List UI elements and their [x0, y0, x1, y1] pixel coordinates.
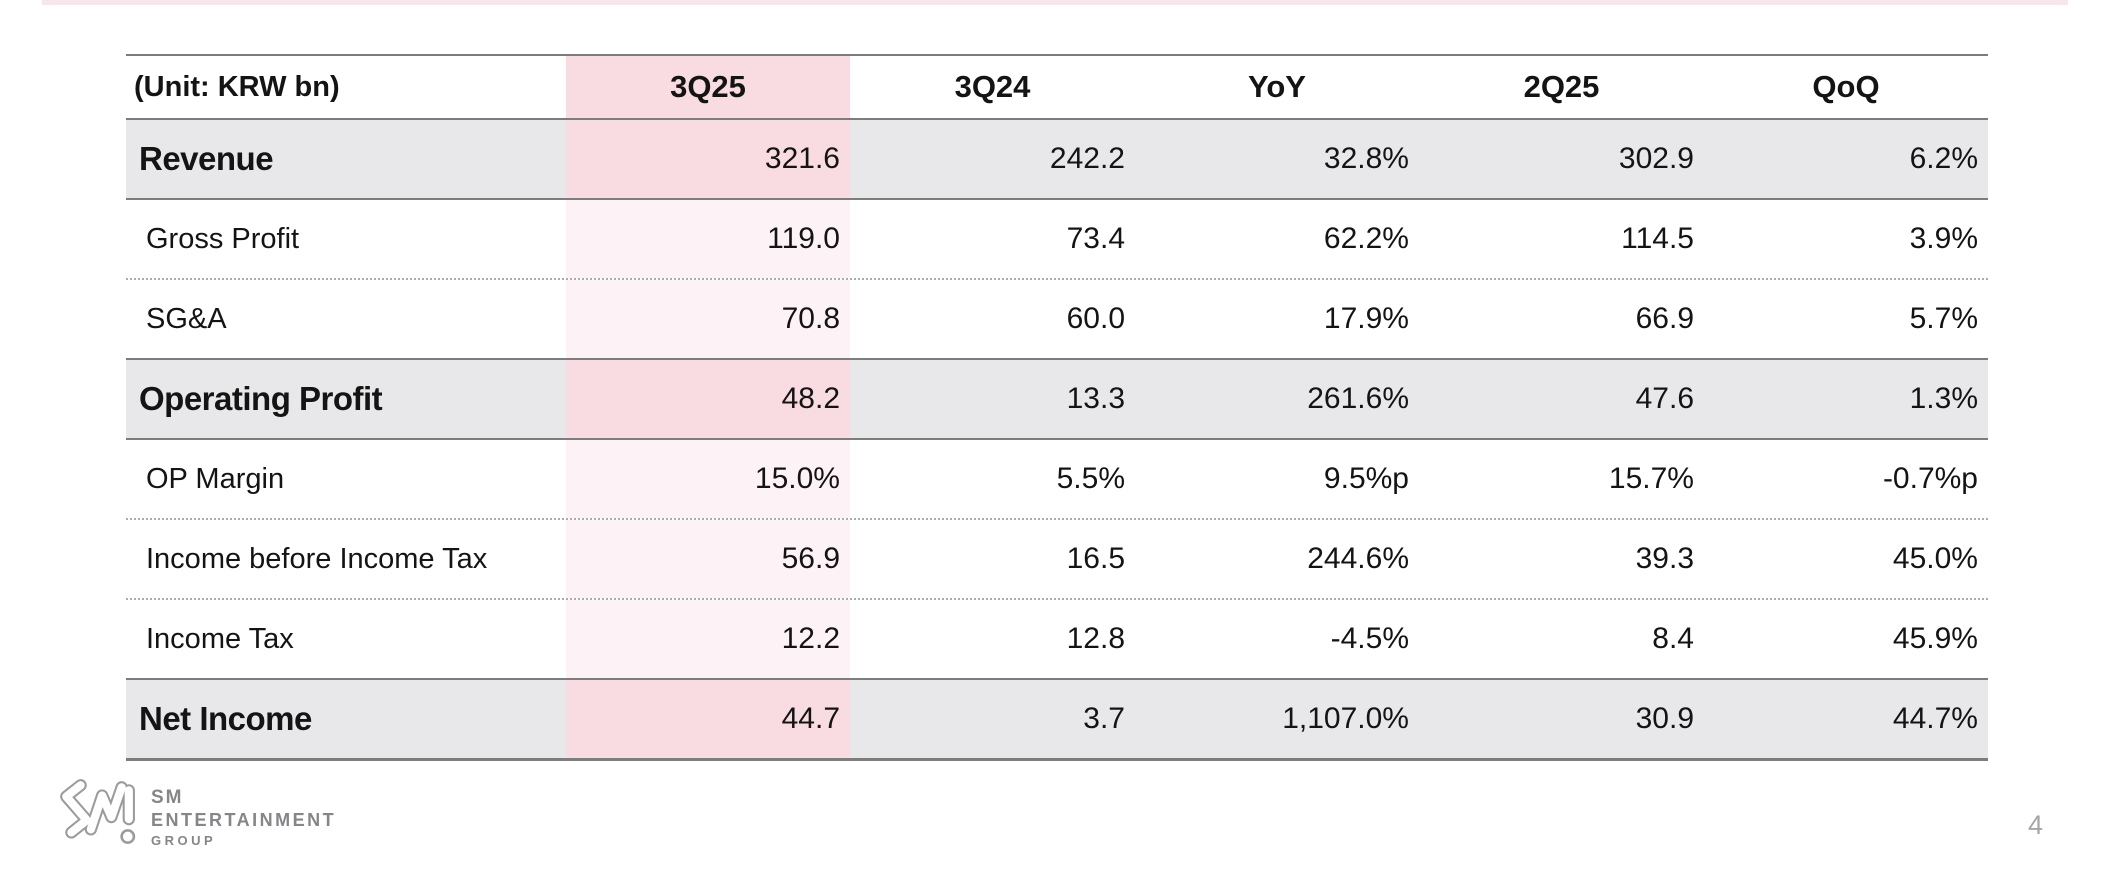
value-cell: 15.0% — [566, 440, 850, 518]
table-row-operating-profit: Operating Profit 48.2 13.3 261.6% 47.6 1… — [126, 358, 1988, 438]
value-cell: 32.8% — [1323, 142, 1409, 175]
value-cell: -4.5% — [1330, 622, 1409, 655]
table-row-revenue: Revenue 321.6 242.2 32.8% 302.9 6.2% — [126, 118, 1988, 198]
value-cell: 48.2 — [566, 360, 850, 438]
value-cell: 44.7 — [566, 680, 850, 758]
table-row-income-tax: Income Tax 12.2 12.8 -4.5% 8.4 45.9% — [126, 598, 1988, 678]
value-cell: 15.7% — [1608, 462, 1694, 495]
financial-summary-table: (Unit: KRW bn) 3Q25 3Q24 YoY 2Q25 QoQ Re… — [126, 54, 1988, 761]
column-header-3q24: 3Q24 — [954, 69, 1031, 104]
logo-line-entertainment: ENTERTAINMENT — [151, 810, 337, 830]
value-cell: 114.5 — [1621, 222, 1694, 255]
value-cell: 6.2% — [1909, 142, 1978, 175]
value-cell: 1,107.0% — [1282, 702, 1409, 735]
row-label: Income before Income Tax — [146, 542, 488, 575]
column-header-2q25: 2Q25 — [1523, 69, 1600, 104]
value-cell: 1.3% — [1909, 382, 1978, 415]
unit-label: (Unit: KRW bn) — [134, 70, 340, 103]
logo-line-sm: SM — [151, 787, 184, 808]
sm-logo-text: SM ENTERTAINMENT GROUP — [151, 787, 336, 851]
column-header-qoq: QoQ — [1812, 69, 1880, 104]
value-cell: 9.5%p — [1323, 462, 1409, 495]
page-number: 4 — [2028, 810, 2044, 840]
value-cell: -0.7%p — [1882, 462, 1978, 495]
value-cell: 5.7% — [1909, 302, 1978, 335]
row-label: Gross Profit — [146, 222, 300, 255]
value-cell: 244.6% — [1307, 542, 1409, 575]
value-cell: 45.0% — [1892, 542, 1978, 575]
value-cell: 70.8 — [566, 280, 850, 358]
value-cell: 45.9% — [1892, 622, 1978, 655]
value-cell: 60.0 — [1066, 302, 1125, 335]
sm-entertainment-logo: SM ENTERTAINMENT GROUP — [55, 779, 336, 851]
table-header-row: (Unit: KRW bn) 3Q25 3Q24 YoY 2Q25 QoQ — [126, 56, 1988, 118]
value-cell: 56.9 — [566, 520, 850, 598]
table-row-sganda: SG&A 70.8 60.0 17.9% 66.9 5.7% — [126, 278, 1988, 358]
table-row-op-margin: OP Margin 15.0% 5.5% 9.5%p 15.7% -0.7%p — [126, 438, 1988, 518]
value-cell: 3.7 — [1083, 702, 1125, 735]
value-cell: 62.2% — [1323, 222, 1409, 255]
table-row-income-before-tax: Income before Income Tax 56.9 16.5 244.6… — [126, 518, 1988, 598]
value-cell: 12.2 — [566, 600, 850, 678]
logo-line-group: GROUP — [151, 833, 217, 848]
value-cell: 261.6% — [1307, 382, 1409, 415]
value-cell: 5.5% — [1056, 462, 1125, 495]
row-label: Income Tax — [146, 622, 294, 655]
value-cell: 12.8 — [1066, 622, 1125, 655]
value-cell: 30.9 — [1635, 702, 1694, 735]
row-label: Revenue — [139, 140, 274, 177]
sm-logo-mark — [60, 779, 136, 844]
value-cell: 73.4 — [1066, 222, 1125, 255]
table-row-net-income: Net Income 44.7 3.7 1,107.0% 30.9 44.7% — [126, 678, 1988, 758]
value-cell: 47.6 — [1635, 382, 1694, 415]
column-header-3q25: 3Q25 — [566, 56, 850, 118]
row-label: SG&A — [146, 302, 227, 335]
value-cell: 66.9 — [1635, 302, 1694, 335]
table-row-gross-profit: Gross Profit 119.0 73.4 62.2% 114.5 3.9% — [126, 198, 1988, 278]
value-cell: 242.2 — [1049, 142, 1125, 175]
value-cell: 16.5 — [1066, 542, 1125, 575]
column-header-yoy: YoY — [1248, 69, 1306, 104]
value-cell: 321.6 — [566, 120, 850, 198]
value-cell: 119.0 — [566, 200, 850, 278]
value-cell: 17.9% — [1323, 302, 1409, 335]
value-cell: 8.4 — [1652, 622, 1694, 655]
row-label: OP Margin — [146, 462, 285, 495]
value-cell: 44.7% — [1892, 702, 1978, 735]
value-cell: 13.3 — [1066, 382, 1125, 415]
row-label: Operating Profit — [139, 380, 383, 417]
top-accent-strip — [42, 0, 2068, 5]
value-cell: 302.9 — [1618, 142, 1694, 175]
value-cell: 39.3 — [1635, 542, 1694, 575]
value-cell: 3.9% — [1909, 222, 1978, 255]
row-label: Net Income — [139, 700, 312, 737]
